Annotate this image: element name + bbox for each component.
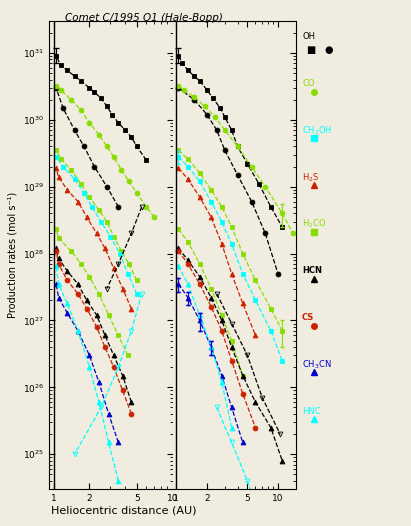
Text: H$_2$CO: H$_2$CO xyxy=(302,218,326,230)
Text: ●: ● xyxy=(325,45,333,55)
Text: ■: ■ xyxy=(306,45,315,55)
Text: HCN: HCN xyxy=(302,266,322,276)
Text: Comet C/1995 O1 (Hale-Bopp): Comet C/1995 O1 (Hale-Bopp) xyxy=(65,13,223,23)
Text: Heliocentric distance (AU): Heliocentric distance (AU) xyxy=(51,505,196,515)
Text: CO: CO xyxy=(302,79,314,88)
Text: CH$_3$CN: CH$_3$CN xyxy=(302,358,332,371)
Text: H$_2$S: H$_2$S xyxy=(302,171,319,184)
Text: CS: CS xyxy=(302,313,314,322)
Text: OH: OH xyxy=(302,32,315,42)
Text: CH$_3$OH: CH$_3$OH xyxy=(302,124,332,137)
Text: HNC: HNC xyxy=(302,407,321,416)
Y-axis label: Production rates (mol s⁻¹): Production rates (mol s⁻¹) xyxy=(8,192,18,318)
